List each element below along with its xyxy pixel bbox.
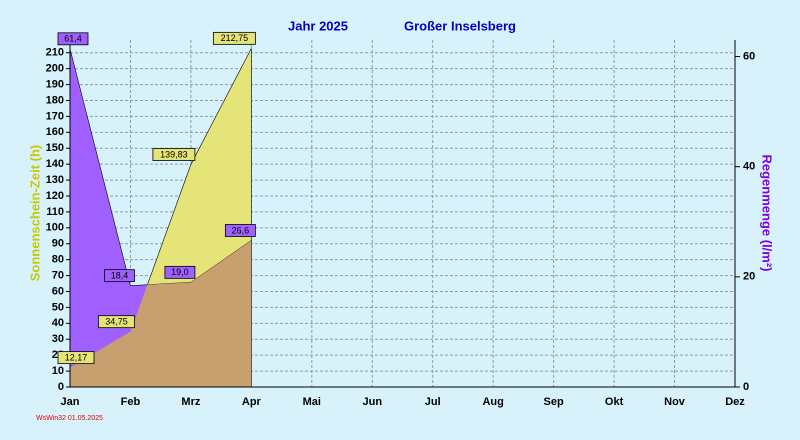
y-tick-label: 30 xyxy=(52,333,64,345)
value-label: 212,75 xyxy=(221,33,249,43)
y-tick-label: 130 xyxy=(46,174,64,186)
value-label-box xyxy=(98,315,135,329)
x-tick-label: Jul xyxy=(425,396,441,408)
y-tick-label: 170 xyxy=(46,110,64,122)
y-tick-label: 60 xyxy=(52,285,64,297)
value-label: 139,83 xyxy=(160,149,188,159)
y-tick-label: 70 xyxy=(52,269,64,281)
value-label-box xyxy=(164,265,196,279)
x-tick-label: Jan xyxy=(61,396,80,408)
value-label: 18,4 xyxy=(111,271,129,281)
value-label: 19,0 xyxy=(171,267,189,277)
y-tick-label: 160 xyxy=(46,126,64,138)
y-tick-label: 200 xyxy=(46,63,64,75)
y-tick-label: 180 xyxy=(46,94,64,106)
y-tick-label: 80 xyxy=(52,254,64,266)
y-tick-label: 40 xyxy=(52,317,64,329)
x-tick-label: Aug xyxy=(482,396,503,408)
y-tick-label: 0 xyxy=(58,381,64,393)
value-label: 34,75 xyxy=(105,317,128,327)
y-tick-label: 10 xyxy=(52,365,64,377)
y-tick-label: 50 xyxy=(52,301,64,313)
x-tick-label: Feb xyxy=(121,396,141,408)
y2-tick-label: 20 xyxy=(743,271,755,283)
value-label-box xyxy=(57,351,95,365)
value-label-box xyxy=(212,31,256,45)
overlap-area xyxy=(70,48,252,387)
y-tick-label: 110 xyxy=(46,206,64,218)
y-tick-label: 90 xyxy=(52,238,64,250)
x-tick-label: Dez xyxy=(725,396,745,408)
y2-tick-label: 60 xyxy=(743,50,755,62)
chart-subtitle: Großer Inselsberg xyxy=(404,18,516,33)
value-label: 26,6 xyxy=(232,225,250,235)
y-tick-label: 140 xyxy=(46,158,64,170)
y-tick-label: 120 xyxy=(46,190,64,202)
y2-axis-label: Regenmenge (l/m²) xyxy=(760,154,775,271)
y2-tick-label: 40 xyxy=(743,161,755,173)
x-tick-label: Nov xyxy=(664,396,686,408)
y-tick-label: 100 xyxy=(46,222,64,234)
x-tick-label: Mai xyxy=(303,396,321,408)
value-label-box xyxy=(224,224,256,237)
x-tick-label: Mrz xyxy=(181,396,200,408)
x-tick-label: Sep xyxy=(544,396,564,408)
y-axis-label: Sonnenschein-Zeit (h) xyxy=(27,145,42,282)
x-tick-label: Okt xyxy=(605,396,624,408)
value-label-box xyxy=(152,148,196,161)
y2-tick-label: 0 xyxy=(743,381,749,393)
y-tick-label: 150 xyxy=(46,142,64,154)
value-label: 12,17 xyxy=(65,353,88,363)
x-tick-label: Apr xyxy=(242,396,262,408)
value-label-box xyxy=(104,269,135,283)
chart-title: Jahr 2025 xyxy=(288,18,348,33)
y-tick-label: 210 xyxy=(46,47,64,59)
value-label-box xyxy=(57,32,89,46)
footer: WsWin32 01.05.2025 xyxy=(36,415,103,422)
y-tick-label: 190 xyxy=(46,78,64,90)
x-tick-label: Jun xyxy=(362,396,382,408)
value-label: 61,4 xyxy=(64,34,82,44)
